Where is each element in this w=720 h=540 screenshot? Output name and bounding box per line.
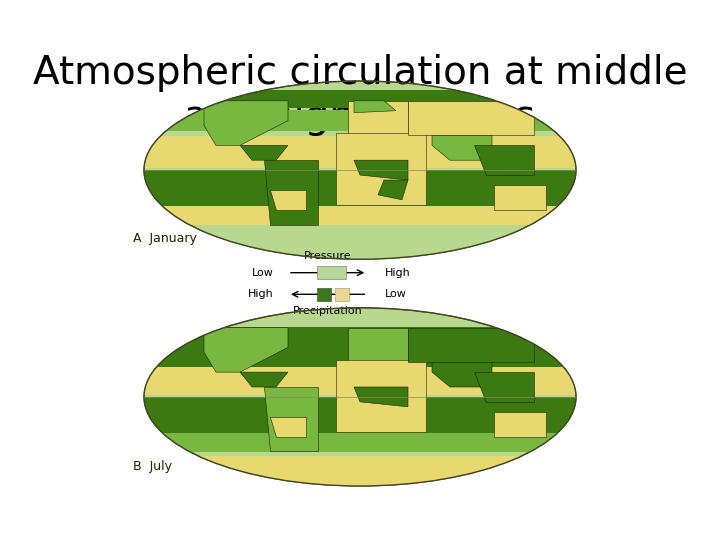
Polygon shape (204, 101, 288, 145)
Polygon shape (336, 133, 426, 205)
Polygon shape (408, 101, 534, 136)
Polygon shape (348, 101, 408, 136)
FancyBboxPatch shape (144, 252, 576, 266)
FancyBboxPatch shape (144, 327, 576, 367)
Text: Atmospheric circulation at middle
and high latitudes: Atmospheric circulation at middle and hi… (32, 54, 688, 136)
Polygon shape (378, 180, 408, 200)
FancyBboxPatch shape (335, 288, 349, 301)
Text: B  July: B July (133, 460, 172, 473)
Text: Pressure: Pressure (304, 251, 351, 261)
Polygon shape (495, 185, 546, 210)
Polygon shape (474, 372, 534, 402)
Polygon shape (270, 190, 306, 210)
Polygon shape (354, 387, 408, 407)
Text: High: High (248, 289, 274, 299)
FancyBboxPatch shape (317, 266, 346, 279)
FancyBboxPatch shape (144, 456, 576, 488)
Text: High: High (385, 268, 411, 278)
Ellipse shape (144, 308, 576, 486)
Polygon shape (348, 328, 408, 362)
Polygon shape (408, 328, 534, 362)
Ellipse shape (144, 81, 576, 259)
Polygon shape (264, 160, 318, 225)
Polygon shape (354, 101, 396, 113)
FancyBboxPatch shape (144, 110, 576, 131)
FancyBboxPatch shape (144, 427, 576, 452)
FancyBboxPatch shape (144, 200, 576, 225)
FancyBboxPatch shape (144, 397, 576, 433)
FancyBboxPatch shape (144, 90, 576, 107)
FancyBboxPatch shape (144, 136, 576, 168)
Text: A  January: A January (133, 232, 197, 245)
Polygon shape (240, 372, 288, 387)
FancyBboxPatch shape (317, 288, 331, 301)
Text: Low: Low (252, 268, 274, 278)
Polygon shape (240, 145, 288, 160)
FancyBboxPatch shape (144, 229, 576, 261)
Polygon shape (336, 360, 426, 431)
Text: Low: Low (385, 289, 407, 299)
Polygon shape (354, 160, 408, 180)
Text: Precipitation: Precipitation (293, 306, 362, 316)
FancyBboxPatch shape (144, 479, 576, 493)
Polygon shape (270, 417, 306, 436)
Polygon shape (264, 387, 318, 451)
FancyBboxPatch shape (144, 363, 576, 395)
Polygon shape (432, 362, 492, 387)
Polygon shape (432, 136, 492, 160)
FancyBboxPatch shape (144, 170, 576, 206)
Polygon shape (204, 328, 288, 372)
Polygon shape (474, 145, 534, 175)
Polygon shape (495, 411, 546, 436)
